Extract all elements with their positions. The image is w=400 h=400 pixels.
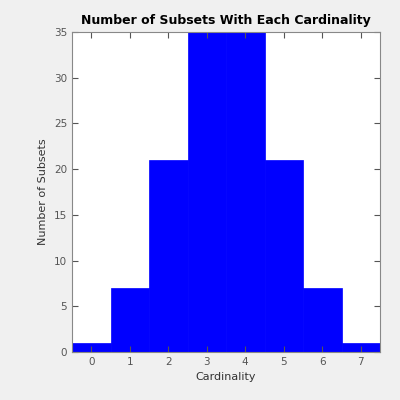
- Bar: [149, 160, 188, 352]
- Bar: [303, 288, 342, 352]
- Bar: [342, 343, 380, 352]
- Bar: [188, 32, 226, 352]
- Title: Number of Subsets With Each Cardinality: Number of Subsets With Each Cardinality: [81, 14, 371, 27]
- Bar: [226, 32, 264, 352]
- X-axis label: Cardinality: Cardinality: [196, 372, 256, 382]
- Y-axis label: Number of Subsets: Number of Subsets: [38, 139, 48, 245]
- Bar: [264, 160, 303, 352]
- Bar: [110, 288, 149, 352]
- Bar: [72, 343, 110, 352]
